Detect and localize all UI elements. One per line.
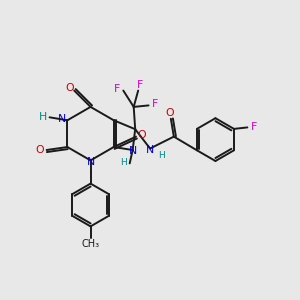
Text: O: O (65, 82, 74, 93)
Text: O: O (138, 130, 146, 140)
Text: F: F (114, 84, 120, 94)
Text: O: O (36, 145, 44, 155)
Text: F: F (251, 122, 257, 132)
Text: H: H (39, 112, 47, 122)
Text: F: F (136, 80, 143, 90)
Text: H: H (158, 151, 165, 160)
Text: CH₃: CH₃ (82, 239, 100, 249)
Text: N: N (58, 114, 66, 124)
Text: N: N (146, 145, 154, 155)
Text: H: H (120, 158, 127, 167)
Text: N: N (128, 146, 137, 157)
Text: F: F (152, 99, 158, 109)
Text: N: N (86, 157, 95, 167)
Text: O: O (165, 108, 174, 118)
